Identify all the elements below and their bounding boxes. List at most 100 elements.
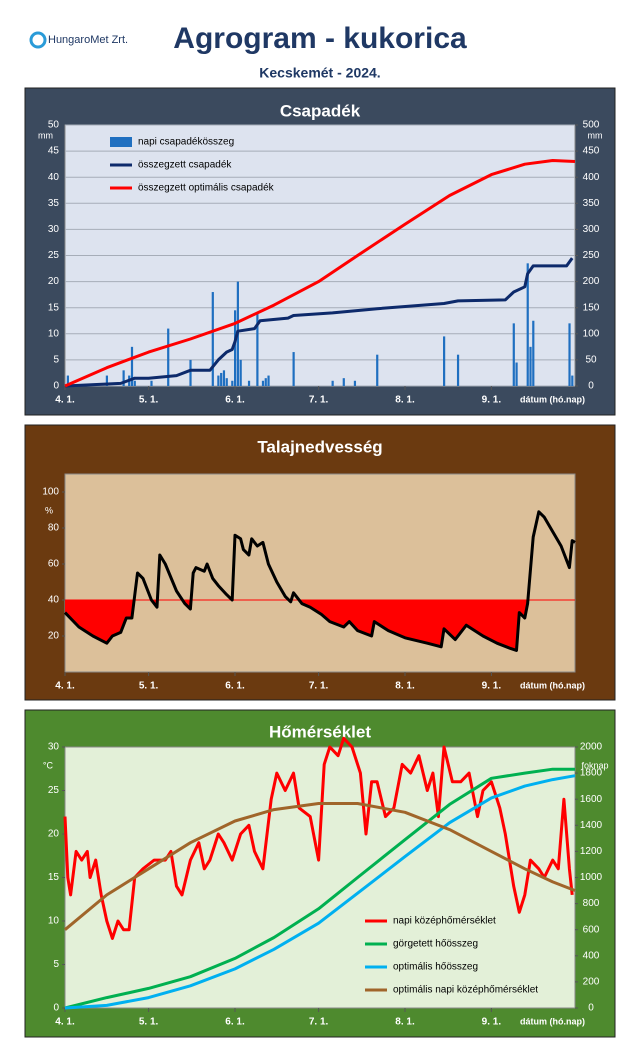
y2-tick-label: 1800 — [580, 768, 603, 779]
x-tick-label: 9. 1. — [482, 395, 502, 406]
x-axis-label: dátum (hó.nap) — [520, 394, 585, 404]
y-tick-label: 0 — [53, 381, 59, 392]
deficit-area — [65, 600, 575, 651]
y2-tick-label: 350 — [583, 198, 600, 209]
y-unit: mm — [38, 130, 53, 140]
bar — [189, 359, 192, 386]
x-tick-label: 9. 1. — [482, 1017, 502, 1028]
page-title: Agrogram - kukorica — [173, 22, 467, 55]
bar — [264, 378, 267, 386]
legend-label: optimális napi középhőmérséklet — [393, 985, 538, 996]
y2-tick-label: 1400 — [580, 820, 603, 831]
y-tick-label: 40 — [48, 595, 60, 606]
x-axis-label: dátum (hó.nap) — [520, 680, 585, 690]
x-tick-label: 4. 1. — [55, 1017, 75, 1028]
x-tick-label: 8. 1. — [395, 395, 415, 406]
x-tick-label: 4. 1. — [55, 395, 75, 406]
bar — [239, 359, 242, 386]
bar — [529, 346, 532, 386]
y2-tick-label: 400 — [583, 172, 600, 183]
legend-label: görgetett hőösszeg — [393, 939, 478, 950]
bar — [220, 372, 223, 386]
bar — [211, 292, 214, 386]
legend-label: optimális hőösszeg — [393, 962, 478, 973]
bar — [225, 378, 228, 386]
y-tick-label: 80 — [48, 523, 60, 534]
y2-tick-label: 600 — [583, 924, 600, 935]
line — [64, 159, 576, 388]
y-tick-label: 10 — [48, 916, 60, 927]
y-tick-label: 20 — [48, 276, 60, 287]
bar — [105, 375, 109, 386]
y-tick-label: 30 — [48, 742, 60, 753]
bar — [512, 323, 515, 386]
x-tick-label: 5. 1. — [139, 1017, 159, 1028]
legend-label: összegzett optimális csapadék — [138, 183, 275, 194]
bar — [331, 380, 334, 386]
line — [64, 774, 576, 1010]
y-tick-label: 0 — [53, 1003, 59, 1014]
bar — [526, 263, 529, 386]
logo: HungaroMet Zrt. — [48, 34, 128, 46]
bar — [150, 380, 153, 386]
legend-label: napi csapadékösszeg — [138, 137, 234, 148]
bar — [353, 380, 357, 386]
bar — [247, 380, 251, 386]
y-tick-label: 45 — [48, 146, 60, 157]
legend-label: összegzett csapadék — [138, 160, 232, 171]
y2-tick-label: 0 — [588, 1003, 594, 1014]
y2-tick-label: 1200 — [580, 846, 603, 857]
bar — [376, 354, 379, 386]
bar — [267, 375, 270, 386]
y2-tick-label: 450 — [583, 146, 600, 157]
y2-tick-label: 200 — [583, 276, 600, 287]
y2-tick-label: 200 — [583, 977, 600, 988]
x-axis-label: dátum (hó.nap) — [520, 1016, 585, 1026]
line — [63, 510, 576, 652]
x-tick-label: 6. 1. — [225, 1017, 245, 1028]
bar — [443, 336, 446, 386]
y-tick-label: 35 — [48, 198, 60, 209]
x-tick-label: 5. 1. — [139, 681, 159, 692]
y2-tick-label: 2000 — [580, 742, 603, 753]
legend-swatch — [110, 137, 132, 147]
y-tick-label: 5 — [53, 355, 59, 366]
line — [64, 802, 576, 931]
y-tick-label: 15 — [48, 872, 60, 883]
bar — [217, 375, 220, 386]
y-tick-label: 100 — [42, 487, 59, 498]
y-tick-label: 30 — [48, 224, 60, 235]
chart-title: Csapadék — [280, 101, 361, 120]
bar — [261, 380, 265, 386]
y-tick-label: 25 — [48, 250, 60, 261]
y-tick-label: 10 — [48, 328, 60, 339]
bar — [532, 320, 535, 386]
bar — [222, 370, 226, 386]
y2-tick-label: 250 — [583, 250, 600, 261]
x-tick-label: 6. 1. — [225, 681, 245, 692]
y-tick-label: 60 — [48, 559, 60, 570]
bar — [515, 362, 518, 386]
y-tick-label: 15 — [48, 302, 60, 313]
bar — [133, 380, 136, 386]
y-tick-label: 5 — [53, 959, 59, 970]
bar — [456, 354, 460, 386]
y2-tick-label: 400 — [583, 950, 600, 961]
plot-area — [64, 746, 576, 1009]
logo-icon — [29, 31, 47, 49]
y-tick-label: 20 — [48, 829, 60, 840]
x-tick-label: 9. 1. — [482, 681, 502, 692]
y-tick-label: 50 — [48, 120, 60, 131]
y2-tick-label: 1000 — [580, 872, 603, 883]
bar — [256, 312, 259, 386]
y2-tick-label: 100 — [583, 328, 600, 339]
bar — [571, 375, 574, 386]
bar — [568, 323, 571, 386]
y-unit: % — [45, 505, 53, 515]
y-tick-label: 40 — [48, 172, 60, 183]
bar — [66, 375, 69, 386]
y2-tick-label: 800 — [583, 898, 600, 909]
bar — [342, 378, 345, 386]
bar — [234, 310, 237, 386]
